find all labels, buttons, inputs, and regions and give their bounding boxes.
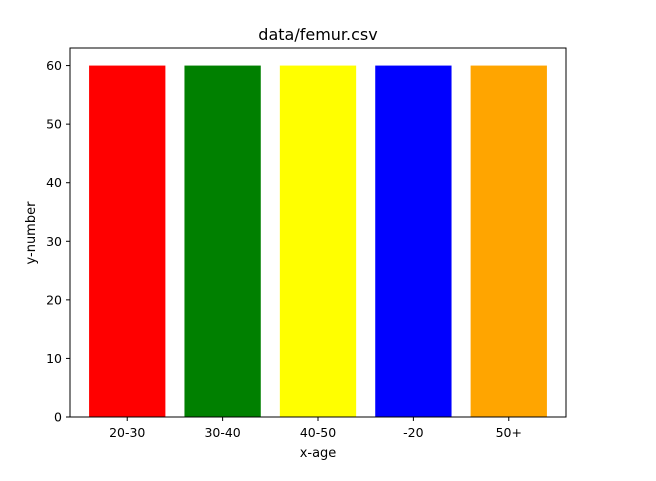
- bar-20-30: [89, 65, 166, 418]
- y-axis-label: y-number: [24, 201, 39, 265]
- plot-area: 20-30 30-40 40-50 -20 50+ 0 10 20 30 40 50 60: [46, 47, 567, 440]
- y-tick-label: 20: [46, 292, 62, 307]
- x-tick-label: -20: [403, 425, 423, 440]
- bar--20: [375, 65, 452, 418]
- y-tick-label: 40: [46, 175, 62, 190]
- bar-40-50: [279, 65, 357, 418]
- y-tick-label: 50: [46, 117, 62, 132]
- bar-30-40: [184, 65, 261, 418]
- y-tick-label: 10: [46, 351, 62, 366]
- y-tick-label: 0: [54, 410, 62, 425]
- bar-50+: [470, 65, 547, 418]
- x-tick-label: 20-30: [109, 425, 145, 440]
- x-axis-label: x-age: [300, 446, 337, 461]
- y-tick-label: 60: [46, 58, 62, 73]
- x-tick-label: 30-40: [204, 425, 240, 440]
- x-tick-label: 40-50: [300, 425, 336, 440]
- chart-title: data/femur.csv: [258, 25, 377, 44]
- y-tick-label: 30: [46, 234, 62, 249]
- x-tick-label: 50+: [496, 425, 522, 440]
